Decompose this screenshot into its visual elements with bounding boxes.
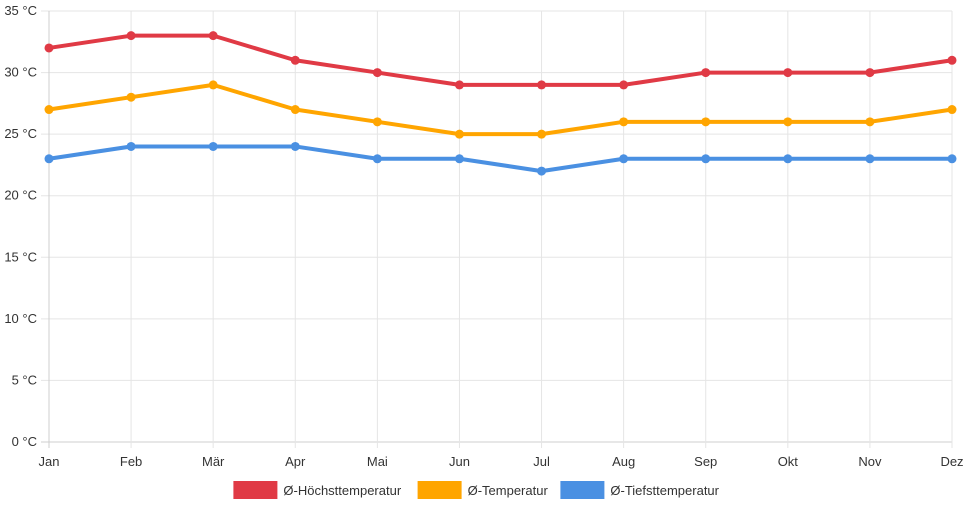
y-tick-label: 0 °C <box>12 434 37 449</box>
data-point[interactable] <box>290 105 300 115</box>
legend: Ø-Höchsttemperatur Ø-Temperatur Ø-Tiefstte… <box>233 481 720 499</box>
legend-label: Ø-Tiefsttemperatur <box>610 483 719 498</box>
series <box>44 31 957 176</box>
data-point[interactable] <box>208 80 218 90</box>
x-tick-label: Okt <box>778 454 799 469</box>
data-point[interactable] <box>619 80 629 90</box>
legend-swatch <box>233 481 278 499</box>
data-point[interactable] <box>701 68 711 78</box>
legend-item-o-temperatur[interactable]: Ø-Temperatur <box>417 481 549 499</box>
y-tick-label: 10 °C <box>4 311 37 326</box>
data-point[interactable] <box>783 68 793 78</box>
data-point[interactable] <box>372 154 382 164</box>
y-tick-label: 35 °C <box>4 3 37 18</box>
data-point[interactable] <box>208 31 218 41</box>
x-tick-label: Dez <box>940 454 963 469</box>
data-point[interactable] <box>44 105 54 115</box>
data-point[interactable] <box>454 129 464 139</box>
x-tick-label: Aug <box>612 454 635 469</box>
data-point[interactable] <box>126 141 136 151</box>
x-tick-label: Jun <box>449 454 470 469</box>
data-point[interactable] <box>947 154 957 164</box>
series-line <box>47 144 954 174</box>
x-tick-label: Mai <box>367 454 388 469</box>
series-line <box>47 33 954 87</box>
data-point[interactable] <box>537 80 547 90</box>
data-point[interactable] <box>537 129 547 139</box>
x-tick-label: Nov <box>858 454 882 469</box>
legend-swatch <box>417 481 462 499</box>
data-point[interactable] <box>372 117 382 127</box>
data-point[interactable] <box>44 43 54 53</box>
legend-swatch <box>560 481 605 499</box>
x-tick-label: Jul <box>533 454 550 469</box>
data-point[interactable] <box>701 154 711 164</box>
data-point[interactable] <box>372 68 382 78</box>
grid <box>41 10 953 448</box>
x-tick-label: Mär <box>202 454 225 469</box>
y-tick-label: 30 °C <box>4 65 37 80</box>
y-tick-label: 25 °C <box>4 126 37 141</box>
data-point[interactable] <box>947 55 957 65</box>
legend-item-o-hochsttemperatur[interactable]: Ø-Höchsttemperatur <box>233 481 402 499</box>
series-line <box>47 82 954 137</box>
data-point[interactable] <box>619 117 629 127</box>
data-point[interactable] <box>290 141 300 151</box>
y-tick-label: 15 °C <box>4 249 37 264</box>
x-tick-label: Jan <box>39 454 60 469</box>
legend-item-o-tiefsttemperatur[interactable]: Ø-Tiefsttemperatur <box>560 481 720 499</box>
data-point[interactable] <box>126 31 136 41</box>
axes: 0 °C 5 °C 10 °C 15 °C 20 °C 25 °C 30 °C 35 °C Ja… <box>4 3 963 469</box>
data-point[interactable] <box>619 154 629 164</box>
data-point[interactable] <box>454 80 464 90</box>
data-point[interactable] <box>701 117 711 127</box>
legend-label: Ø-Höchsttemperatur <box>283 483 401 498</box>
legend-label: Ø-Temperatur <box>468 483 549 498</box>
data-point[interactable] <box>947 105 957 115</box>
data-point[interactable] <box>44 154 54 164</box>
y-tick-label: 5 °C <box>12 372 37 387</box>
x-tick-label: Feb <box>120 454 142 469</box>
series-o-hochsttemperatur <box>44 31 957 90</box>
data-point[interactable] <box>454 154 464 164</box>
y-tick-label: 20 °C <box>4 188 37 203</box>
x-tick-label: Apr <box>285 454 306 469</box>
series-o-tiefsttemperatur <box>44 141 957 176</box>
x-tick-label: Sep <box>694 454 717 469</box>
data-point[interactable] <box>290 55 300 65</box>
data-point[interactable] <box>783 154 793 164</box>
data-point[interactable] <box>537 166 547 176</box>
data-point[interactable] <box>865 117 875 127</box>
data-point[interactable] <box>865 68 875 78</box>
series-o-temperatur <box>44 80 957 139</box>
data-point[interactable] <box>208 141 218 151</box>
data-point[interactable] <box>865 154 875 164</box>
data-point[interactable] <box>126 92 136 102</box>
data-point[interactable] <box>783 117 793 127</box>
